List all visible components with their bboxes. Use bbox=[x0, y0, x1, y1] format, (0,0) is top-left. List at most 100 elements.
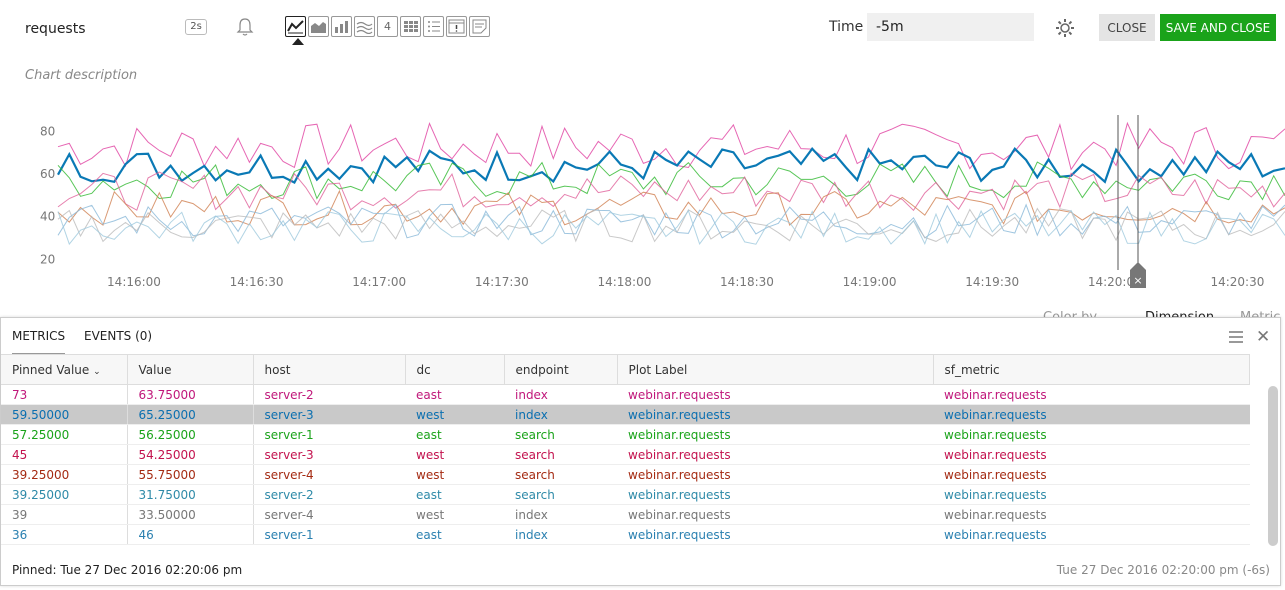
cell-pinned: 73 bbox=[1, 384, 128, 405]
histogram-icon[interactable] bbox=[354, 16, 375, 37]
save-and-close-button[interactable]: SAVE AND CLOSE bbox=[1160, 14, 1276, 41]
line-chart[interactable]: 80 60 40 20 14:16:00 14:16:30 14:17:00 14:17:30… bbox=[0, 100, 1285, 300]
cell-metric: webinar.requests bbox=[933, 484, 1250, 505]
column-host[interactable]: host bbox=[253, 354, 406, 385]
text-note-icon[interactable] bbox=[469, 16, 490, 37]
cell-endpoint: search bbox=[504, 444, 617, 465]
close-icon[interactable]: ✕ bbox=[1256, 327, 1271, 347]
line-chart-icon[interactable] bbox=[285, 16, 306, 37]
cell-endpoint: index bbox=[504, 524, 617, 545]
cell-endpoint: search bbox=[504, 464, 617, 485]
cell-pinned: 45 bbox=[1, 444, 128, 465]
series-line[interactable] bbox=[57, 161, 1285, 201]
series-line[interactable] bbox=[57, 189, 1285, 226]
unpin-icon[interactable]: × bbox=[1133, 274, 1142, 287]
table-row[interactable]: 73 63.75000 server-2 east index webinar.reque… bbox=[1, 384, 1250, 405]
cell-label: webinar.requests bbox=[617, 384, 933, 405]
column-sf-metric[interactable]: sf_metric bbox=[933, 354, 1250, 385]
column-chart-icon[interactable] bbox=[331, 16, 352, 37]
chart-description[interactable]: Chart description bbox=[25, 68, 138, 83]
series-line[interactable] bbox=[57, 203, 1285, 239]
list-icon[interactable] bbox=[423, 16, 444, 37]
area-chart-icon[interactable] bbox=[308, 16, 329, 37]
time-range-input[interactable] bbox=[867, 13, 1034, 41]
column-dc[interactable]: dc bbox=[405, 354, 505, 385]
cell-metric: webinar.requests bbox=[933, 384, 1250, 405]
cell-value: 46 bbox=[127, 524, 254, 545]
tab-events[interactable]: EVENTS (0) bbox=[84, 329, 153, 343]
cell-pinned: 39 bbox=[1, 504, 128, 525]
cell-dc: west bbox=[405, 404, 504, 425]
cell-dc: east bbox=[405, 484, 504, 505]
single-value-icon[interactable]: 4 bbox=[377, 16, 398, 37]
cell-endpoint: search bbox=[504, 424, 617, 445]
cell-pinned: 39.25000 bbox=[1, 484, 128, 505]
menu-icon[interactable] bbox=[1229, 331, 1243, 343]
table-row[interactable]: 36 46 server-1 east index webinar.requests web… bbox=[1, 524, 1250, 545]
cell-value: 54.25000 bbox=[127, 444, 254, 465]
x-tick-label: 14:20:00 bbox=[1088, 275, 1142, 289]
event-feed-icon[interactable] bbox=[446, 16, 467, 37]
bell-icon[interactable] bbox=[236, 17, 254, 37]
table-row[interactable]: 39 33.50000 server-4 west index webinar.reque… bbox=[1, 504, 1250, 525]
pinned-timestamp: Pinned: Tue 27 Dec 2016 02:20:06 pm bbox=[12, 563, 243, 577]
column-plot-label[interactable]: Plot Label bbox=[617, 354, 934, 385]
cell-host: server-1 bbox=[253, 524, 405, 545]
x-tick-label: 14:16:00 bbox=[107, 275, 161, 289]
chart-name[interactable]: requests bbox=[25, 21, 86, 37]
cell-host: server-2 bbox=[253, 384, 405, 405]
table-row[interactable]: 57.25000 56.25000 server-1 east search webina… bbox=[1, 424, 1250, 445]
cell-value: 65.25000 bbox=[127, 404, 254, 425]
cell-value: 63.75000 bbox=[127, 384, 254, 405]
close-button[interactable]: CLOSE bbox=[1099, 14, 1155, 41]
cell-value: 33.50000 bbox=[127, 504, 254, 525]
series-line[interactable] bbox=[57, 121, 1285, 171]
panel-tabs: METRICS EVENTS (0) ✕ bbox=[1, 318, 1280, 355]
cell-metric: webinar.requests bbox=[933, 444, 1250, 465]
column-endpoint[interactable]: endpoint bbox=[504, 354, 618, 385]
series-line[interactable] bbox=[57, 171, 1285, 212]
x-tick-label: 14:19:00 bbox=[843, 275, 897, 289]
x-tick-label: 14:20:30 bbox=[1210, 275, 1264, 289]
series-line[interactable] bbox=[57, 207, 1285, 243]
table-row[interactable]: 39.25000 55.75000 server-4 west search webina… bbox=[1, 464, 1250, 485]
cell-pinned: 57.25000 bbox=[1, 424, 128, 445]
chevron-down-icon: ⌄ bbox=[93, 366, 101, 377]
cell-endpoint: index bbox=[504, 384, 617, 405]
column-label: Pinned Value bbox=[12, 362, 90, 377]
cell-label: webinar.requests bbox=[617, 524, 933, 545]
cell-dc: east bbox=[405, 524, 504, 545]
data-table-panel: METRICS EVENTS (0) ✕ Pinned Value ⌄ Valu… bbox=[0, 317, 1281, 586]
series-line[interactable] bbox=[57, 209, 1285, 246]
cell-label: webinar.requests bbox=[617, 404, 933, 425]
heatmap-icon[interactable] bbox=[400, 16, 421, 37]
x-tick-label: 14:17:00 bbox=[352, 275, 406, 289]
x-tick-label: 14:18:30 bbox=[720, 275, 774, 289]
series-line[interactable] bbox=[57, 146, 1285, 185]
cell-pinned: 36 bbox=[1, 524, 128, 545]
cell-metric: webinar.requests bbox=[933, 424, 1250, 445]
cell-label: webinar.requests bbox=[617, 484, 933, 505]
cell-host: server-4 bbox=[253, 504, 405, 525]
refresh-badge[interactable]: 2s bbox=[185, 19, 207, 35]
cell-label: webinar.requests bbox=[617, 504, 933, 525]
table-row[interactable]: 45 54.25000 server-3 west search webinar.requ… bbox=[1, 444, 1250, 465]
table-row[interactable]: 59.50000 65.25000 server-3 west index webinar… bbox=[1, 404, 1250, 425]
gear-icon[interactable] bbox=[1055, 18, 1075, 38]
table-header-row: Pinned Value ⌄ Value host dc endpoint Pl… bbox=[1, 354, 1250, 385]
cell-dc: east bbox=[405, 424, 504, 445]
pin-marker[interactable] bbox=[1130, 262, 1146, 288]
cell-pinned: 59.50000 bbox=[1, 404, 128, 425]
x-tick-label: 14:18:00 bbox=[597, 275, 651, 289]
tab-metrics[interactable]: METRICS bbox=[12, 329, 66, 355]
table-row[interactable]: 39.25000 31.75000 server-2 east search webina… bbox=[1, 484, 1250, 505]
x-tick-label: 14:19:30 bbox=[965, 275, 1019, 289]
table-scrollbar[interactable] bbox=[1268, 386, 1278, 546]
column-value[interactable]: Value bbox=[127, 354, 254, 385]
y-tick-label: 20 bbox=[40, 252, 55, 266]
active-viz-caret bbox=[292, 38, 304, 45]
column-pinned-value[interactable]: Pinned Value ⌄ bbox=[1, 354, 128, 385]
x-tick-label: 14:16:30 bbox=[230, 275, 284, 289]
cell-value: 55.75000 bbox=[127, 464, 254, 485]
cell-label: webinar.requests bbox=[617, 464, 933, 485]
